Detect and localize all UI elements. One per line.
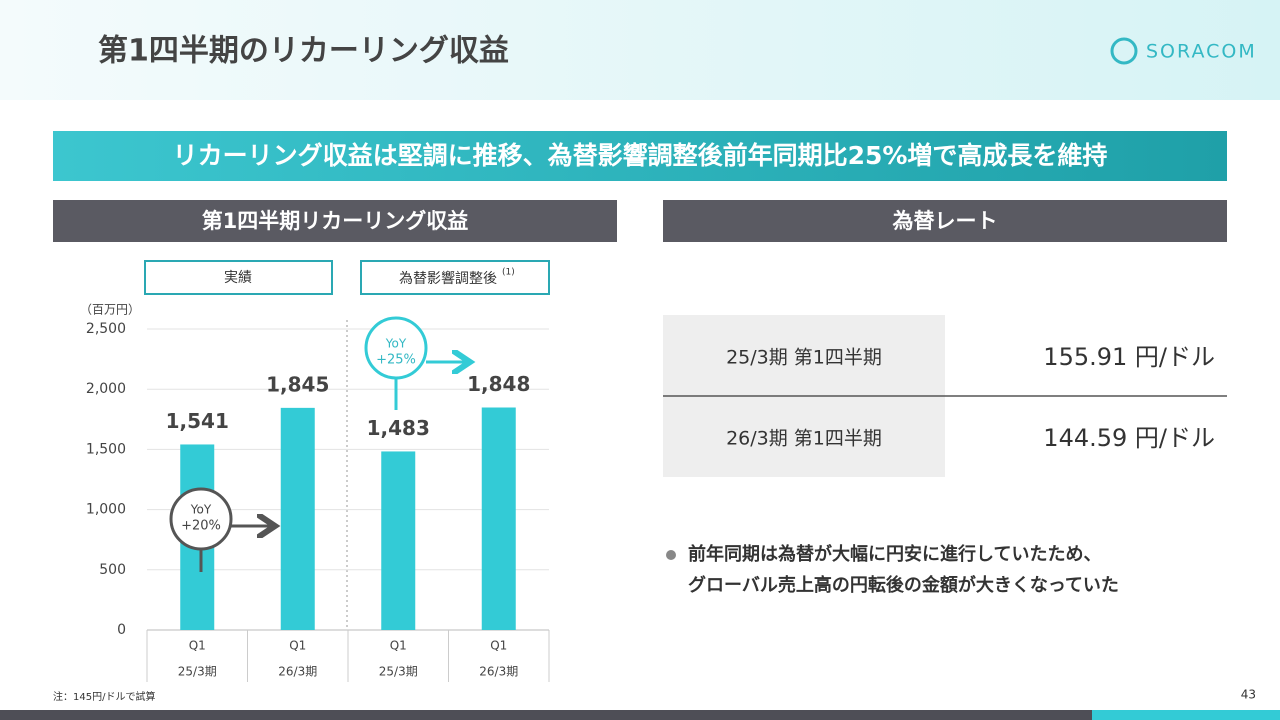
- yoy-text: +20%: [181, 519, 221, 534]
- banner-bg: [53, 131, 1227, 181]
- x-tick-label: Q1: [189, 639, 206, 653]
- group-label: 為替影響調整後: [399, 270, 497, 287]
- y-tick-label: 0: [117, 622, 126, 638]
- section-header: [53, 200, 617, 242]
- y-tick-label: 1,500: [86, 441, 126, 457]
- bar: [381, 451, 416, 630]
- footer-bar: [0, 710, 1092, 720]
- row-label: 25/3期 第1四半期: [726, 347, 882, 369]
- bullet-text: 前年同期は為替が大幅に円安に進行していたため、: [688, 543, 1101, 565]
- y-axis-label: （百万円）: [80, 303, 140, 317]
- logo: SORACOM: [1146, 41, 1257, 63]
- page-number: 43: [1241, 688, 1256, 702]
- footer-bar: [1092, 710, 1280, 720]
- row-label: 26/3期 第1四半期: [726, 428, 882, 450]
- section-header: [663, 200, 1227, 242]
- x-tick-label: Q1: [490, 639, 507, 653]
- bar: [280, 407, 315, 630]
- x-tick-label: 26/3期: [278, 665, 317, 679]
- row-value: 144.59 円/ドル: [1043, 424, 1215, 452]
- group-note: (1): [502, 268, 515, 278]
- logo-icon: [1110, 37, 1138, 65]
- banner: リカーリング収益は堅調に推移、為替影響調整後前年同期比25%増で高成長を維持: [173, 141, 1108, 170]
- yoy-title: YoY: [190, 503, 212, 517]
- yoy-title: YoY: [385, 337, 407, 351]
- y-tick-label: 500: [99, 562, 126, 578]
- x-tick-label: 25/3期: [178, 665, 217, 679]
- page-title: 第1四半期のリカーリング収益: [98, 34, 509, 69]
- x-tick-label: Q1: [289, 639, 306, 653]
- header-bg: [0, 0, 1280, 100]
- x-tick-label: 26/3期: [479, 665, 518, 679]
- footnote: 注：145円/ドルで試算: [53, 690, 155, 703]
- group-box: [144, 260, 333, 295]
- value-label: 1,483: [367, 416, 430, 440]
- y-tick-label: 1,000: [86, 502, 126, 518]
- y-tick-label: 2,500: [86, 321, 126, 337]
- group-box: [360, 260, 550, 295]
- value-label: 1,845: [266, 372, 329, 396]
- yoy-text: +25%: [376, 353, 416, 368]
- value-label: 1,541: [166, 409, 229, 433]
- bullet-text: グローバル売上高の円転後の金額が大きくなっていた: [688, 574, 1119, 596]
- bullet-dot: [666, 550, 676, 560]
- row-value: 155.91 円/ドル: [1043, 343, 1215, 371]
- x-tick-label: 25/3期: [379, 665, 418, 679]
- chart-title: 第1四半期リカーリング収益: [202, 209, 469, 233]
- y-tick-label: 2,000: [86, 381, 126, 397]
- table-title: 為替レート: [893, 209, 998, 233]
- group-label: 実績: [224, 270, 252, 286]
- bar: [481, 407, 516, 630]
- value-label: 1,848: [467, 372, 530, 396]
- x-tick-label: Q1: [390, 639, 407, 653]
